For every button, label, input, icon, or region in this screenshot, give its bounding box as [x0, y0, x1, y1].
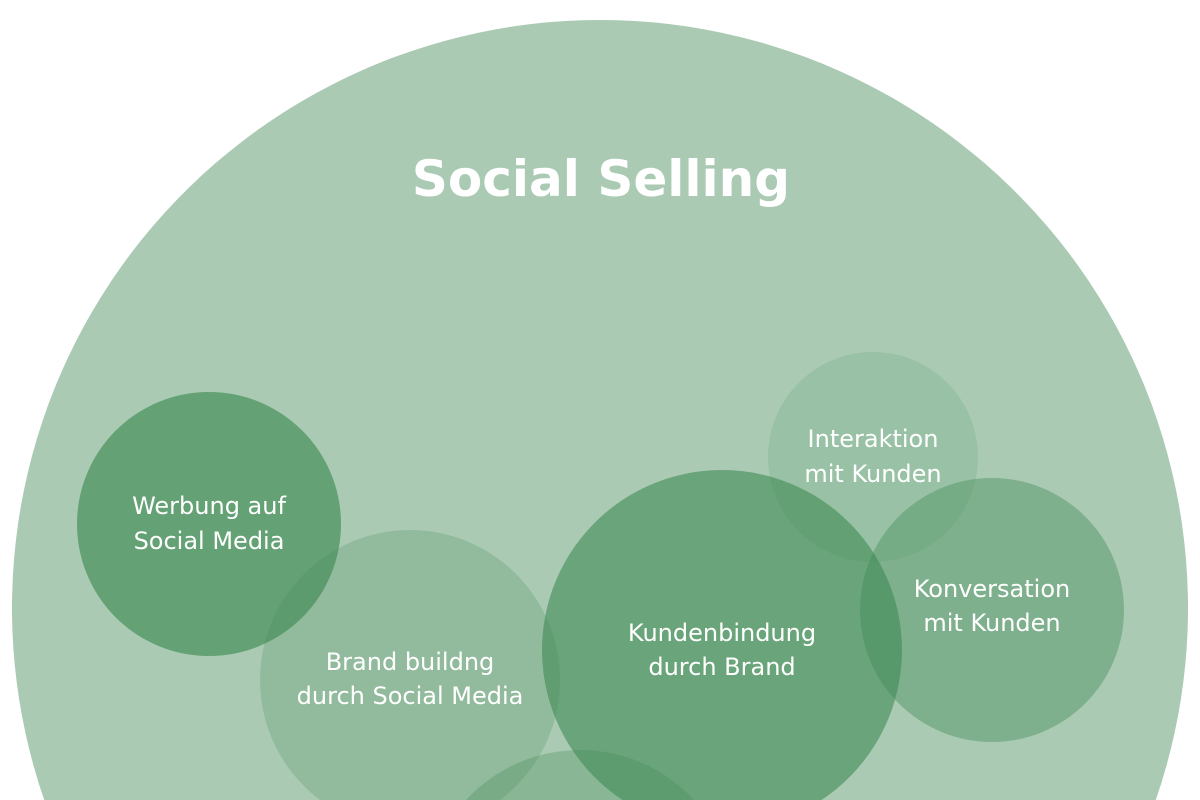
circle-label-konversation: mit Kunden [923, 609, 1060, 637]
circle-label-konversation: Konversation [914, 575, 1070, 603]
circle-label-brand: durch Social Media [297, 682, 524, 710]
diagram-title: Social Selling [412, 150, 790, 208]
circle-brand [260, 530, 560, 800]
circle-label-werbung: Werbung auf [132, 492, 286, 520]
circle-label-interaktion: Interaktion [808, 425, 939, 453]
circle-label-kundenbindung: Kundenbindung [628, 619, 816, 647]
circle-bottom [465, 750, 695, 800]
circle-konversation [860, 478, 1124, 742]
circle-label-werbung: Social Media [134, 527, 285, 555]
circle-label-kundenbindung: durch Brand [648, 653, 795, 681]
circle-interaktion [768, 352, 978, 562]
circle-label-brand: Brand buildng [326, 648, 495, 676]
circle-kundenbindung [542, 470, 903, 800]
circle-werbung [77, 392, 341, 656]
circle-label-interaktion: mit Kunden [804, 460, 941, 488]
